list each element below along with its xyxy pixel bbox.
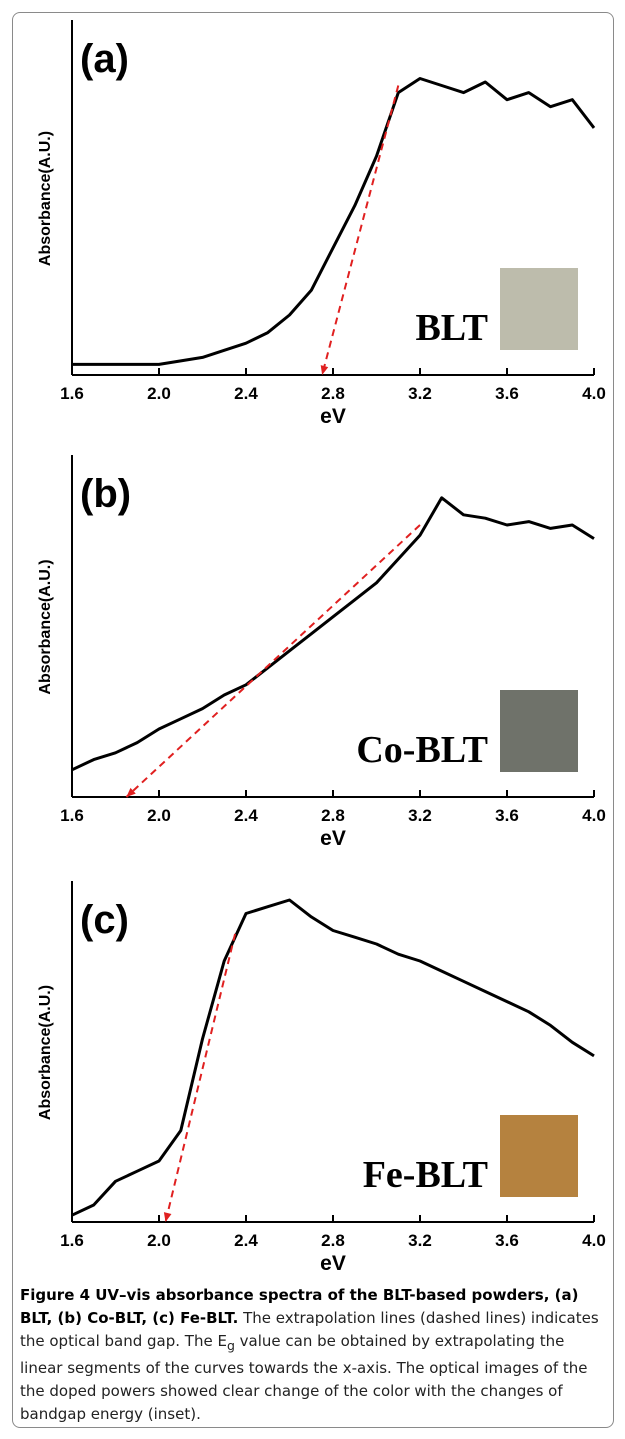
x-tick-label: 2.0 <box>147 1231 171 1250</box>
caption-subscript: g <box>226 1338 235 1353</box>
spectrum-line <box>71 496 595 772</box>
inset-image <box>500 268 578 350</box>
panel-label: (b) <box>80 472 131 516</box>
x-axis-label: eV <box>320 1252 346 1275</box>
extrapolation-line <box>125 524 421 798</box>
extrapolation-line <box>164 933 237 1223</box>
caption-text: The extrapolation lines (dashed lines) i… <box>20 1309 599 1350</box>
x-tick-label: 2.4 <box>234 384 258 403</box>
chart: 1.6 2.0 2.4 2.8 3.2 3.6 4.0 eV Absorbance(A.U.) (… <box>37 20 606 1275</box>
sample-label: Fe-BLT <box>363 1154 488 1196</box>
x-tick-label: 1.6 <box>60 1231 84 1250</box>
spectrum-line <box>72 77 596 366</box>
extrapolation-line <box>321 85 400 376</box>
sample-label: BLT <box>415 307 488 349</box>
x-tick-label: 3.2 <box>408 806 432 825</box>
x-tick-label: 3.2 <box>408 384 432 403</box>
inset-image <box>500 690 578 772</box>
caption: Figure 4 UV–vis absorbance spectra of th… <box>20 1284 610 1426</box>
x-tick-label: 3.6 <box>495 384 519 403</box>
y-axis-label: Absorbance(A.U.) <box>37 985 54 1120</box>
x-tick-label: 3.6 <box>495 1231 519 1250</box>
x-axis-label: eV <box>320 405 346 428</box>
panel-label: (c) <box>80 898 129 942</box>
x-tick-label: 1.6 <box>60 384 84 403</box>
x-tick-label: 2.0 <box>147 384 171 403</box>
x-tick-label: 2.8 <box>321 384 345 403</box>
x-tick-label: 1.6 <box>60 806 84 825</box>
spectrum-line <box>71 898 595 1217</box>
x-tick-label: 3.2 <box>408 1231 432 1250</box>
sample-label: Co-BLT <box>356 729 488 771</box>
x-tick-label: 3.6 <box>495 806 519 825</box>
x-tick-label: 2.8 <box>321 806 345 825</box>
x-tick-label: 2.0 <box>147 806 171 825</box>
x-tick-label: 4.0 <box>582 806 606 825</box>
x-tick-label: 2.4 <box>234 1231 258 1250</box>
caption-text: value can be obtained by extrapolating t… <box>20 1332 588 1423</box>
arrow-head <box>126 787 136 797</box>
arrow-head <box>163 1212 172 1222</box>
y-axis-label: Absorbance(A.U.) <box>37 131 54 266</box>
inset-image <box>500 1115 578 1197</box>
figure-frame <box>12 12 614 1428</box>
x-tick-label: 4.0 <box>582 384 606 403</box>
x-tick-label: 2.4 <box>234 806 258 825</box>
y-axis-label: Absorbance(A.U.) <box>37 559 54 694</box>
x-tick-label: 4.0 <box>582 1231 606 1250</box>
arrow-head <box>320 365 329 375</box>
panel-label: (a) <box>80 37 129 81</box>
x-axis-label: eV <box>320 827 346 850</box>
x-tick-label: 2.8 <box>321 1231 345 1250</box>
caption-title: Figure 4 UV–vis absorbance spectra of th… <box>20 1286 579 1327</box>
